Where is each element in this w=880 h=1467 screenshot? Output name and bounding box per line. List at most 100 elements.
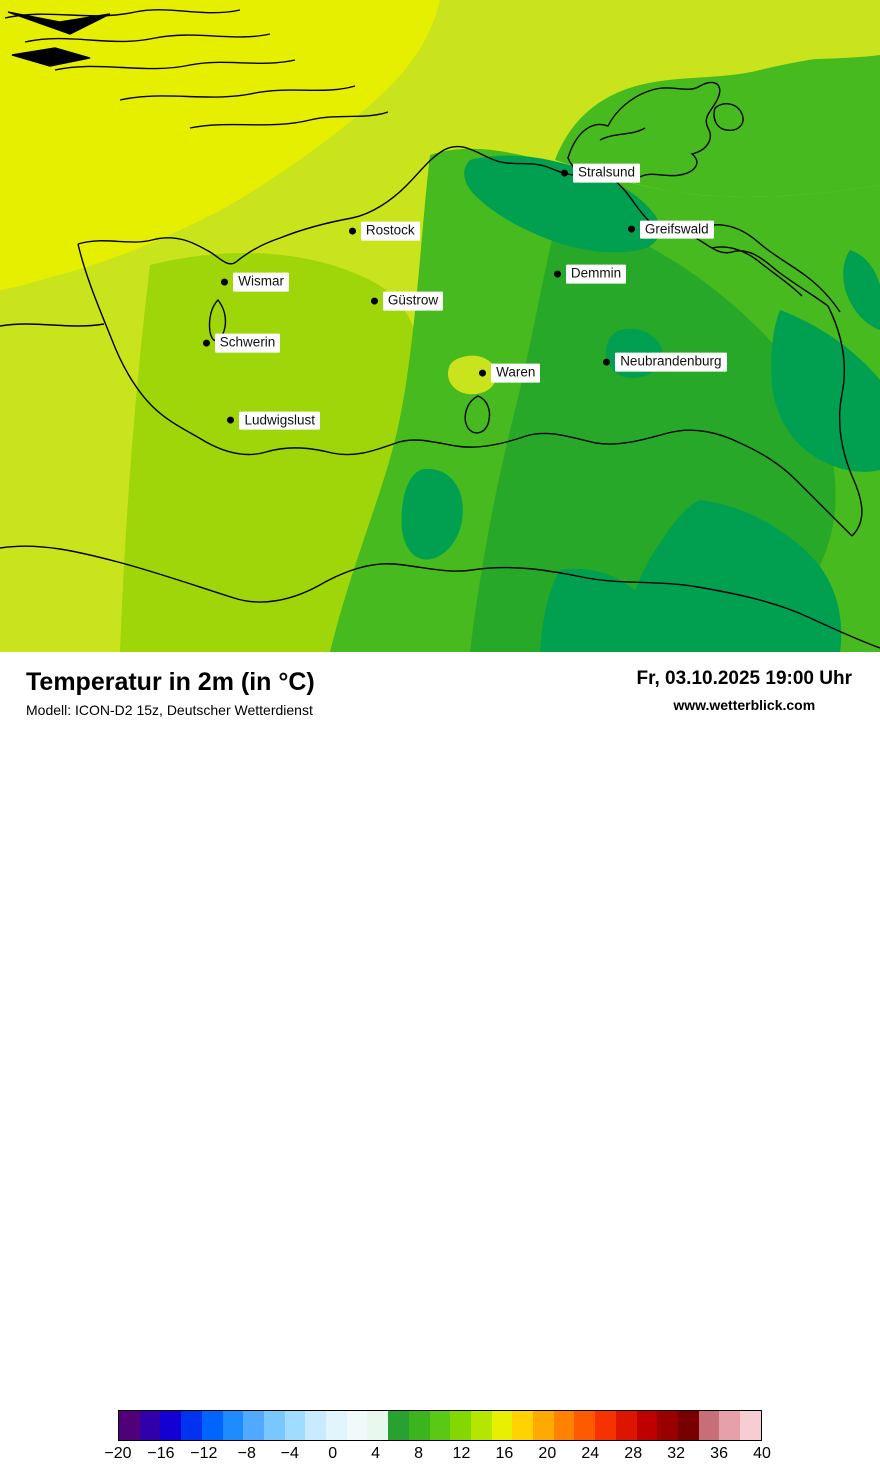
city-dot	[479, 369, 487, 377]
temp-region-light-spot	[448, 355, 497, 395]
temp-region-emerald-coast	[464, 155, 660, 253]
city-dot	[348, 227, 356, 235]
legend-swatch	[553, 1411, 575, 1440]
legend-tick: −8	[237, 1445, 256, 1462]
legend-swatch	[636, 1411, 658, 1440]
temp-region-green-north	[555, 50, 880, 197]
city-label: Greifswald	[639, 220, 714, 239]
temp-region-emerald-south	[540, 568, 655, 652]
city-marker-schwerin: Schwerin	[202, 333, 281, 353]
legend-swatch	[533, 1411, 554, 1440]
city-label: Stralsund	[572, 163, 640, 183]
legend-swatch	[139, 1411, 161, 1440]
legend-swatch	[719, 1411, 741, 1440]
temp-region-emerald-center	[401, 468, 463, 560]
legend-tick: 16	[495, 1445, 514, 1462]
legend-tick: 0	[328, 1445, 338, 1462]
temperature-legend: −20 −16 −12 −8 −4 0 4 8 12 16 20 24 28 32 36 40	[104, 1410, 771, 1467]
city-label: Güstrow	[382, 291, 444, 311]
city-label: Ludwigslust	[239, 411, 320, 430]
legend-swatch	[243, 1411, 264, 1440]
legend-tick: 20	[538, 1445, 557, 1462]
temp-region-emerald-southeast	[620, 500, 842, 652]
city-marker-ludwigslust: Ludwigslust	[227, 411, 320, 430]
legend-tick: 32	[667, 1445, 686, 1462]
legend-swatch	[160, 1411, 182, 1440]
temp-region-streak-ne	[760, 28, 880, 62]
legend-swatch	[181, 1411, 202, 1440]
city-marker-greifswald: Greifswald	[627, 220, 714, 239]
legend-swatch	[305, 1411, 327, 1440]
legend-swatch	[698, 1411, 720, 1440]
model-info: Modell: ICON-D2 15z, Deutscher Wetterdie…	[26, 702, 313, 718]
legend-swatch	[388, 1411, 409, 1440]
city-dot	[227, 417, 235, 425]
legend-swatch	[263, 1411, 285, 1440]
legend-tick: −12	[190, 1445, 218, 1462]
legend-ticks: −20 −16 −12 −8 −4 0 4 8 12 16 20 24 28 32 36 40	[104, 1445, 770, 1467]
legend-swatch	[677, 1411, 699, 1440]
legend-tick: −16	[147, 1445, 175, 1462]
city-label: Rostock	[360, 221, 420, 241]
temp-region-emerald-right	[843, 250, 880, 330]
legend-swatch	[326, 1411, 347, 1440]
city-label: Wismar	[233, 272, 290, 292]
legend-tick: 4	[371, 1445, 381, 1462]
city-marker-neubrandenburg: Neubrandenburg	[603, 352, 727, 372]
legend-swatch	[201, 1411, 223, 1440]
city-dot	[627, 226, 635, 233]
city-label: Schwerin	[214, 333, 281, 353]
city-dot	[553, 270, 561, 278]
city-dot	[202, 339, 210, 347]
legend-tick: 40	[753, 1445, 771, 1462]
legend-swatch	[450, 1411, 471, 1440]
city-marker-gstrow: Güstrow	[370, 291, 444, 311]
legend-tick: −4	[280, 1445, 299, 1462]
forecast-datetime: Fr, 03.10.2025 19:00 Uhr	[636, 668, 852, 689]
footer: Temperatur in 2m (in °C) Modell: ICON-D2…	[0, 652, 880, 1462]
legend-tick: 8	[414, 1445, 423, 1462]
legend-tick: 24	[581, 1445, 600, 1462]
city-label: Neubrandenburg	[615, 352, 727, 372]
city-dot	[560, 169, 568, 177]
page-title: Temperatur in 2m (in °C)	[26, 668, 315, 696]
legend-swatch	[346, 1411, 368, 1440]
legend-swatch	[657, 1411, 678, 1440]
city-marker-demmin: Demmin	[553, 264, 627, 284]
city-label: Demmin	[565, 264, 627, 284]
city-dot	[370, 297, 378, 305]
legend-tick: 12	[452, 1445, 471, 1462]
legend-swatch	[615, 1411, 637, 1440]
legend-colorbar	[118, 1410, 762, 1441]
legend-swatch	[367, 1411, 389, 1440]
temperature-field-graphic	[0, 0, 880, 652]
temp-region-lightgreen	[120, 253, 420, 652]
legend-swatch	[470, 1411, 492, 1440]
temp-region-yellow	[0, 0, 440, 290]
legend-swatch	[119, 1411, 140, 1440]
city-dot	[221, 278, 229, 286]
map-borders	[0, 9, 880, 649]
legend-swatch	[512, 1411, 534, 1440]
legend-swatch	[595, 1411, 616, 1440]
website-label: www.wetterblick.com	[673, 697, 816, 713]
legend-tick: −20	[104, 1445, 132, 1462]
weather-map: Stralsund Greifswald Rostock Wismar Demmin Gü…	[0, 0, 880, 652]
legend-tick: 28	[624, 1445, 643, 1462]
legend-swatch	[222, 1411, 244, 1440]
meta-block: Fr, 03.10.2025 19:00 Uhr www.wetterblick…	[637, 668, 852, 713]
temp-region-emerald-east	[771, 310, 880, 472]
legend-swatch	[491, 1411, 513, 1440]
city-marker-waren: Waren	[479, 363, 541, 383]
legend-swatch	[284, 1411, 306, 1440]
city-marker-wismar: Wismar	[221, 272, 290, 292]
legend-swatch	[574, 1411, 596, 1440]
city-marker-rostock: Rostock	[348, 221, 420, 241]
city-marker-stralsund: Stralsund	[560, 163, 640, 183]
legend-tick: 36	[710, 1445, 728, 1462]
title-block: Temperatur in 2m (in °C) Modell: ICON-D2…	[26, 668, 315, 718]
city-dot	[603, 358, 611, 366]
legend-swatch	[408, 1411, 430, 1440]
legend-swatch	[740, 1411, 761, 1440]
city-layer: Stralsund Greifswald Rostock Wismar Demmin Gü…	[0, 0, 880, 652]
